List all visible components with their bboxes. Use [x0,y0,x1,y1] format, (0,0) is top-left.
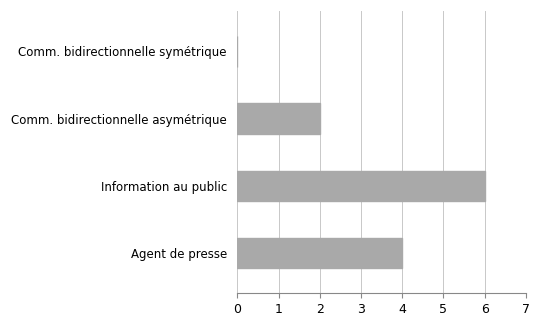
Bar [237,103,320,134]
Bar [237,171,485,201]
Bar [237,238,402,268]
